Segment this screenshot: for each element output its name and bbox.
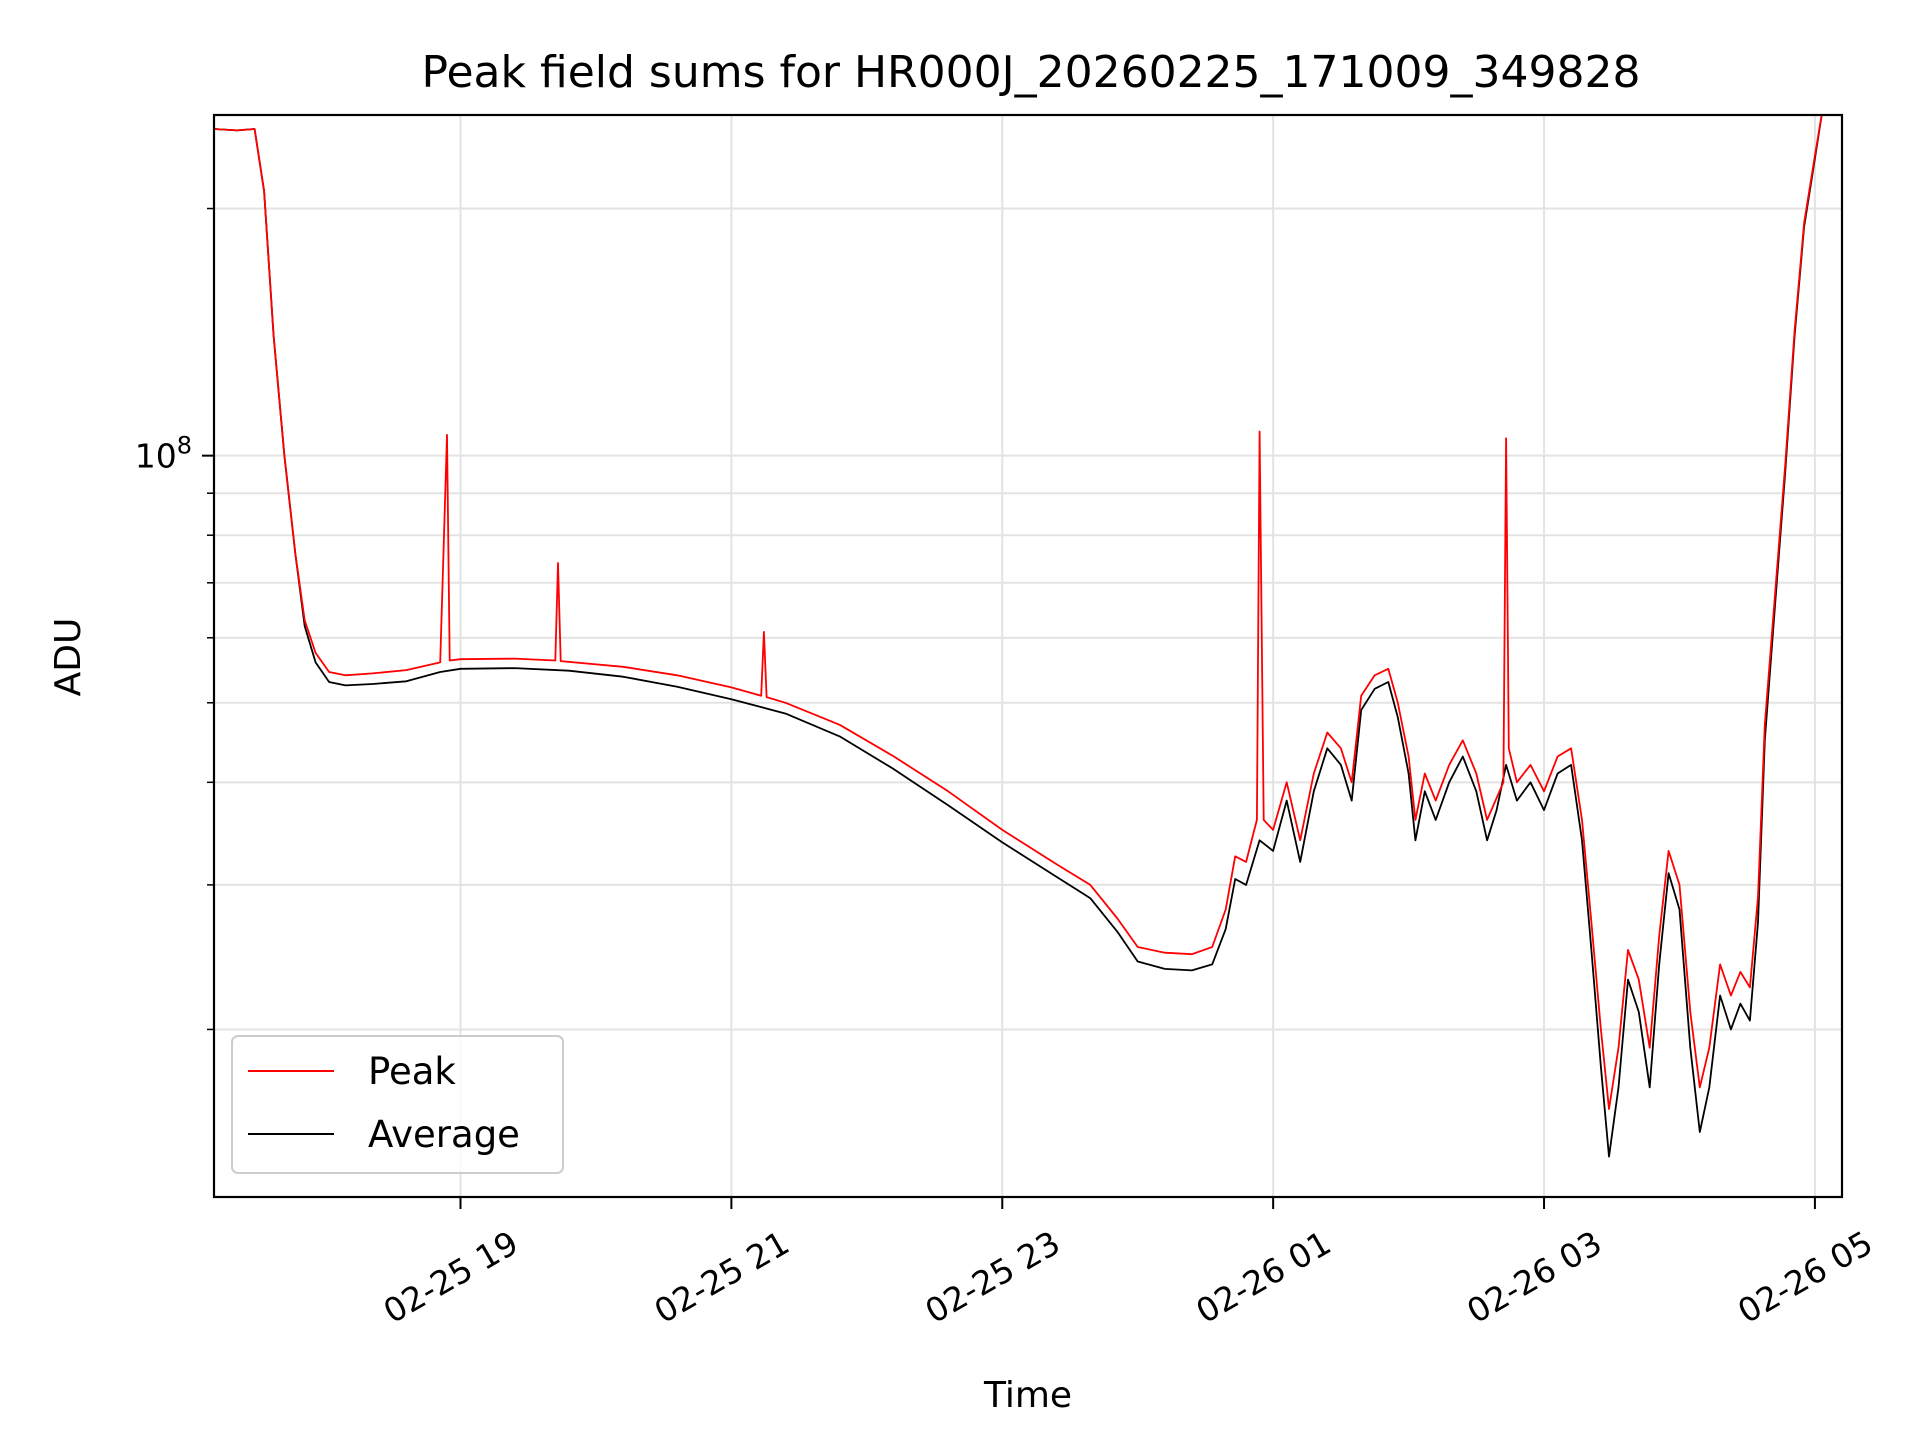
- x-axis-label: Time: [983, 1375, 1072, 1416]
- series-line-average: [213, 114, 1823, 1158]
- legend-average-label: Average: [368, 1113, 520, 1156]
- series-line-peak: [213, 114, 1823, 1110]
- legend: Peak Average: [231, 1035, 564, 1174]
- y-axis-label: ADU: [48, 618, 89, 697]
- y-tick-label-0: 108: [135, 432, 192, 476]
- legend-peak-label: Peak: [368, 1050, 456, 1093]
- series-layer: [213, 114, 1823, 1158]
- grid-layer: [214, 115, 1842, 1197]
- y-ticks-layer: 108: [135, 207, 214, 1031]
- chart-title: Peak field sums for HR000J_20260225_1710…: [422, 47, 1641, 98]
- plot-frame: [212, 113, 1844, 1199]
